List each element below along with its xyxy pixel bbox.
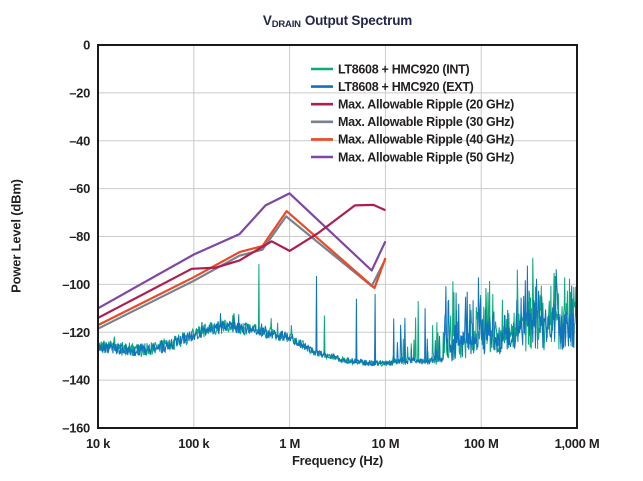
legend: LT8608 + HMC920 (INT) LT8608 + HMC920 (EX… <box>311 62 514 164</box>
legend-item: Max. Allowable Ripple (50 GHz) <box>311 150 514 164</box>
noise-int-trace <box>99 257 576 367</box>
title-rest: Output Spectrum <box>304 13 413 28</box>
y-axis-label: Power Level (dBm) <box>8 179 24 293</box>
x-tick-label: 10 M <box>372 436 400 451</box>
y-tick-label: 0 <box>83 38 90 53</box>
plot-series-group <box>99 192 576 367</box>
legend-label: LT8608 + HMC920 (EXT) <box>338 80 474 94</box>
legend-item: LT8608 + HMC920 (INT) <box>311 62 470 76</box>
noise-ext-trace <box>99 265 576 367</box>
legend-item: Max. Allowable Ripple (30 GHz) <box>311 115 514 129</box>
chart-title: VDRAIN Output Spectrum <box>98 13 577 30</box>
legend-item: Max. Allowable Ripple (20 GHz) <box>311 98 514 112</box>
y-tick-label: –20 <box>69 85 90 100</box>
ripple-50ghz-curve <box>99 192 387 310</box>
title-subscript: DRAIN <box>271 19 301 30</box>
y-tick-label: –80 <box>69 229 90 244</box>
title-main: V <box>262 13 272 28</box>
legend-label: Max. Allowable Ripple (40 GHz) <box>338 133 514 147</box>
y-tick-label: –100 <box>62 277 90 292</box>
y-tick-label: –40 <box>69 133 90 148</box>
x-tick-label: 100 k <box>178 436 210 451</box>
x-tick-label: 1,000 M <box>555 436 600 451</box>
legend-label: Max. Allowable Ripple (30 GHz) <box>338 115 514 129</box>
legend-item: LT8608 + HMC920 (EXT) <box>311 80 474 94</box>
x-tick-label: 100 M <box>464 436 499 451</box>
ripple-20ghz-curve <box>99 203 386 319</box>
legend-item: Max. Allowable Ripple (40 GHz) <box>311 133 514 147</box>
y-tick-label: –140 <box>62 373 90 388</box>
x-tick-label: 1 M <box>279 436 300 451</box>
y-tick-label: –120 <box>62 325 90 340</box>
legend-label: Max. Allowable Ripple (20 GHz) <box>338 98 514 112</box>
legend-label: LT8608 + HMC920 (INT) <box>338 62 469 76</box>
legend-label: Max. Allowable Ripple (50 GHz) <box>338 150 514 164</box>
y-tick-label: –160 <box>62 421 90 436</box>
x-axis-label: Frequency (Hz) <box>291 453 384 468</box>
y-tick-label: –60 <box>69 181 90 196</box>
plot-border <box>97 44 578 429</box>
x-tick-label: 10 k <box>86 436 111 451</box>
